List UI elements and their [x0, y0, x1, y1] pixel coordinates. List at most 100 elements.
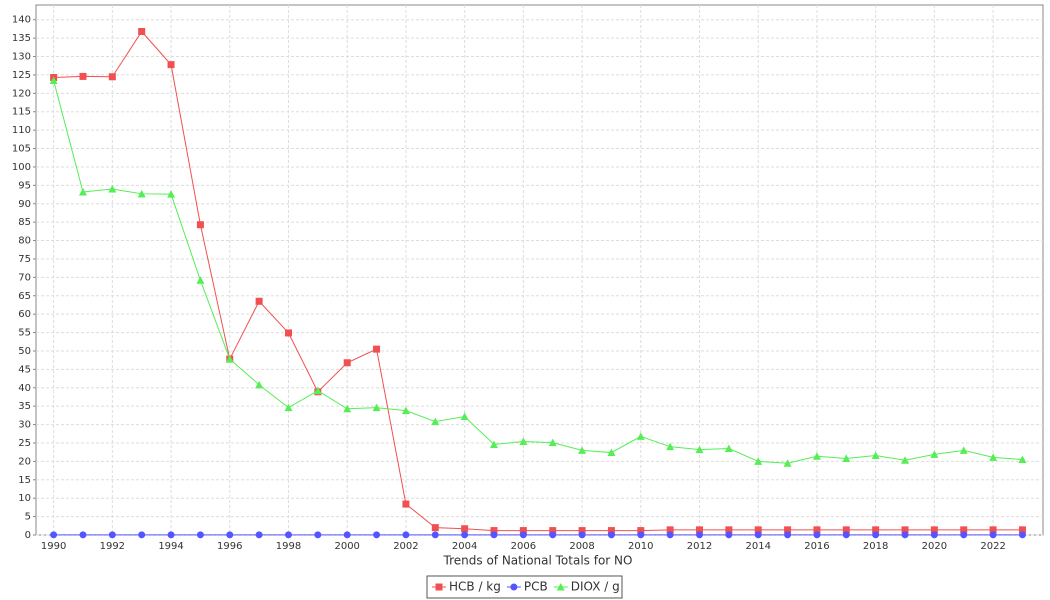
marker [431, 417, 440, 426]
marker [549, 531, 557, 539]
marker [930, 450, 939, 458]
x-tick-label: 2010 [628, 541, 653, 552]
legend-label: DIOX / g [571, 580, 620, 594]
plot-area [35, 4, 1044, 536]
marker [108, 185, 117, 193]
marker [431, 524, 439, 532]
marker [548, 438, 557, 447]
marker [519, 527, 527, 535]
x-tick-label: 2016 [804, 541, 829, 552]
marker [666, 531, 674, 539]
marker [460, 412, 469, 420]
marker [196, 276, 205, 284]
y-tick-label: 5 [25, 512, 31, 523]
x-tick-label: 1990 [41, 541, 66, 552]
marker [784, 531, 792, 539]
y-tick-label: 60 [18, 309, 31, 320]
marker [167, 190, 176, 198]
y-tick-label: 135 [12, 33, 31, 44]
marker [696, 526, 704, 534]
marker [50, 531, 58, 539]
y-tick-label: 125 [12, 70, 31, 81]
marker [225, 355, 234, 363]
marker [226, 531, 234, 539]
x-tick-label: 2014 [745, 541, 770, 552]
marker [901, 456, 910, 464]
marker [930, 531, 938, 539]
y-tick-label: 105 [12, 144, 31, 155]
x-tick-label: 2006 [511, 541, 536, 552]
y-tick-label: 35 [18, 401, 31, 412]
marker [284, 403, 293, 412]
marker [724, 444, 733, 453]
x-tick-label: 1992 [100, 541, 125, 552]
y-tick-label: 70 [18, 272, 31, 283]
marker [872, 526, 880, 534]
marker [49, 76, 58, 84]
y-tick-label: 25 [18, 438, 31, 449]
marker [1018, 526, 1026, 534]
y-tick-label: 30 [18, 420, 31, 431]
series-line [53, 80, 1023, 464]
marker [783, 459, 792, 467]
marker [812, 452, 821, 460]
marker [578, 446, 587, 454]
marker [695, 445, 704, 454]
marker [556, 583, 565, 591]
marker [373, 345, 381, 353]
marker [636, 432, 645, 440]
marker [461, 525, 469, 533]
marker [960, 526, 968, 534]
marker [402, 500, 410, 508]
y-tick-label: 130 [12, 52, 31, 63]
marker [519, 531, 527, 539]
x-tick-label: 1994 [158, 541, 183, 552]
y-tick-label: 115 [12, 107, 31, 118]
y-tick-label: 95 [18, 180, 31, 191]
marker [872, 531, 880, 539]
marker [510, 583, 518, 591]
marker [842, 454, 851, 462]
marker [108, 531, 116, 539]
y-tick-label: 20 [18, 456, 31, 467]
x-tick-label: 1996 [217, 541, 242, 552]
y-tick-label: 110 [12, 125, 31, 136]
plot [36, 5, 1043, 536]
x-tick-label: 2012 [687, 541, 712, 552]
x-tick-label: 2020 [922, 541, 947, 552]
legend-item: DIOX / g [553, 580, 620, 594]
marker [959, 446, 968, 454]
marker [666, 526, 674, 534]
marker [813, 526, 821, 534]
marker [989, 526, 997, 534]
marker [754, 457, 763, 465]
marker [1018, 531, 1026, 539]
marker [813, 531, 821, 539]
marker [754, 526, 762, 534]
legend-item: PCB [506, 580, 548, 594]
legend-box [426, 575, 623, 599]
x-tick-label: 2018 [863, 541, 888, 552]
marker [725, 526, 733, 534]
y-tick-label: 80 [18, 236, 31, 247]
y-tick-label: 75 [18, 254, 31, 265]
marker [343, 531, 351, 539]
marker [490, 531, 498, 539]
y-tick-label: 120 [12, 88, 31, 99]
marker [196, 221, 204, 229]
y-tick-label: 90 [18, 199, 31, 210]
marker [989, 531, 997, 539]
marker [871, 451, 880, 459]
marker [343, 359, 351, 367]
marker [784, 526, 792, 534]
y-tick-label: 10 [18, 493, 31, 504]
marker [549, 527, 557, 535]
marker [138, 531, 146, 539]
marker [167, 61, 175, 69]
x-tick-label: 2002 [393, 541, 418, 552]
y-tick-label: 15 [18, 475, 31, 486]
marker [78, 187, 87, 196]
y-tick-label: 0 [25, 530, 31, 541]
marker [255, 297, 263, 305]
